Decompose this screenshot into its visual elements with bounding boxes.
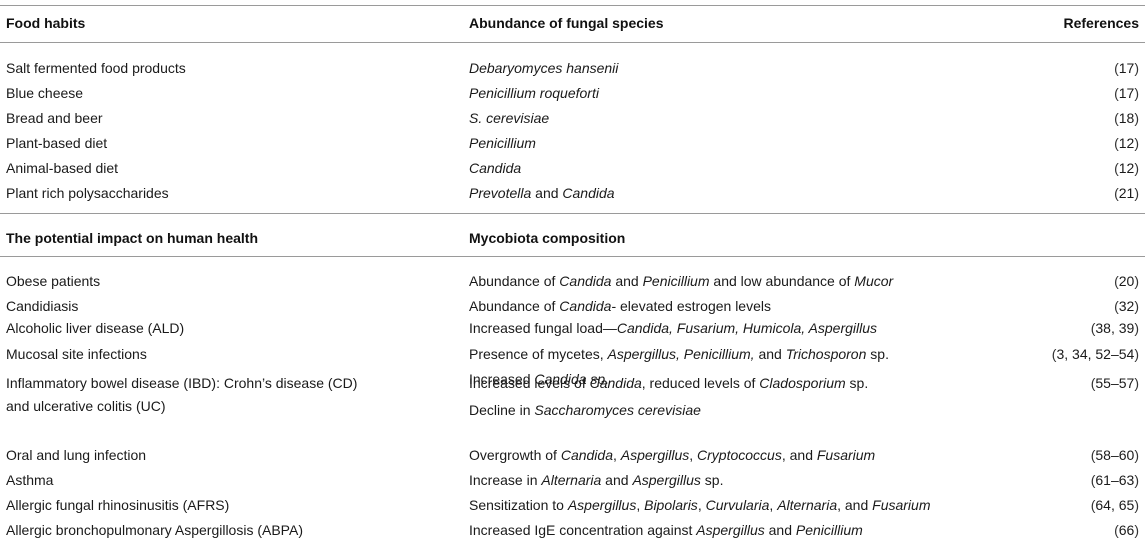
- table-row: Blue cheese Penicillium roqueforti (17): [0, 84, 1145, 109]
- table-row: Allergic bronchopulmonary Aspergillosis …: [0, 521, 1145, 546]
- fungal-species: S. cerevisiae: [469, 110, 550, 126]
- table-row: Alcoholic liver disease (ALD) Increased f…: [0, 319, 1145, 344]
- mycobiota-composition: Increased levels of Candida, reduced lev…: [469, 375, 869, 391]
- health-impact: Inflammatory bowel disease (IBD): Crohn’…: [6, 375, 358, 391]
- mycobiota-composition: Increased fungal load—Candida, Fusarium,…: [469, 320, 878, 336]
- table-row: Allergic fungal rhinosinusitis (AFRS) Sen…: [0, 496, 1145, 521]
- mycobiota-composition: Increased IgE concentration against Aspe…: [469, 522, 863, 538]
- fungal-species: Prevotella and Candida: [469, 185, 615, 201]
- table-row: Candidiasis Abundance of Candida- elevate…: [0, 297, 1145, 322]
- reference[interactable]: (55–57): [1090, 375, 1139, 391]
- food-habit: Blue cheese: [6, 85, 84, 101]
- reference[interactable]: (20): [1114, 273, 1139, 289]
- health-impact: Allergic bronchopulmonary Aspergillosis …: [6, 522, 303, 538]
- fungal-species: Candida: [469, 160, 522, 176]
- reference[interactable]: (64, 65): [1090, 497, 1139, 513]
- mycobiota-composition-cont: Increased Candida sp.: [469, 371, 610, 387]
- table-row: Bread and beer S. cerevisiae (18): [0, 109, 1145, 134]
- reference[interactable]: (3, 34, 52–54): [1051, 346, 1139, 362]
- reference[interactable]: (38, 39): [1090, 320, 1139, 336]
- mycobiota-composition: Abundance of Candida- elevated estrogen …: [469, 298, 771, 314]
- food-habit: Plant-based diet: [6, 135, 108, 151]
- header-health-impact: The potential impact on human health: [6, 230, 259, 246]
- reference[interactable]: (12): [1114, 135, 1139, 151]
- header-references: References: [1063, 15, 1140, 31]
- reference[interactable]: (17): [1114, 85, 1139, 101]
- reference[interactable]: (58–60): [1090, 447, 1139, 463]
- health-impact: Candidiasis: [6, 298, 79, 314]
- health-impact: Mucosal site infections: [6, 346, 147, 362]
- reference[interactable]: (18): [1114, 110, 1139, 126]
- table-row: Plant-based diet Penicillium (12): [0, 134, 1145, 159]
- mycobiota-composition: Increase in Alternaria and Aspergillus s…: [469, 472, 724, 488]
- health-impact: Oral and lung infection: [6, 447, 147, 463]
- table-row: Obese patients Abundance of Candida and P…: [0, 272, 1145, 297]
- table-row: Mucosal site infections Presence of mycet…: [0, 345, 1145, 387]
- mycobiota-composition: Sensitization to Aspergillus, Bipolaris,…: [469, 497, 931, 513]
- reference[interactable]: (32): [1114, 298, 1139, 314]
- mycobiota-composition: Presence of mycetes, Aspergillus, Penici…: [469, 346, 889, 362]
- fungal-species: Debaryomyces hansenii: [469, 60, 619, 76]
- table-row: Animal-based diet Candida (12): [0, 159, 1145, 184]
- header-abundance: Abundance of fungal species: [469, 15, 664, 31]
- table-row: Oral and lung infection Overgrowth of Can…: [0, 446, 1145, 471]
- reference[interactable]: (61–63): [1090, 472, 1139, 488]
- health-impact: Obese patients: [6, 273, 101, 289]
- table-row: Asthma Increase in Alternaria and Aspergi…: [0, 471, 1145, 496]
- mycobiota-composition: Abundance of Candida and Penicillium and…: [469, 273, 894, 289]
- reference[interactable]: (66): [1114, 522, 1139, 538]
- health-impact: Asthma: [6, 472, 54, 488]
- header-rule-1: [0, 42, 1145, 43]
- health-impact: Alcoholic liver disease (ALD): [6, 320, 185, 336]
- food-habit: Salt fermented food products: [6, 60, 186, 76]
- health-impact-cont: and ulcerative colitis (UC): [6, 398, 166, 414]
- mycobiota-composition: Overgrowth of Candida, Aspergillus, Cryp…: [469, 447, 876, 463]
- food-habit: Plant rich polysaccharides: [6, 185, 169, 201]
- fungal-species: Penicillium: [469, 135, 536, 151]
- section-rule: [0, 213, 1145, 214]
- reference[interactable]: (12): [1114, 160, 1139, 176]
- food-habit: Bread and beer: [6, 110, 103, 126]
- header-mycobiota: Mycobiota composition: [469, 230, 626, 246]
- mycobiota-composition-cont: Decline in Saccharomyces cerevisiae: [469, 402, 701, 418]
- reference[interactable]: (21): [1114, 185, 1139, 201]
- health-impact: Allergic fungal rhinosinusitis (AFRS): [6, 497, 230, 513]
- header-food-habits: Food habits: [6, 15, 86, 31]
- fungal-species: Penicillium roqueforti: [469, 85, 599, 101]
- header-rule-2: [0, 256, 1145, 257]
- table-row: Plant rich polysaccharides Prevotella an…: [0, 184, 1145, 209]
- table-row: Salt fermented food products Debaryomyce…: [0, 59, 1145, 84]
- food-habit: Animal-based diet: [6, 160, 119, 176]
- table-row: Inflammatory bowel disease (IBD): Crohn’…: [0, 374, 1145, 418]
- top-rule: [0, 5, 1145, 6]
- reference[interactable]: (17): [1114, 60, 1139, 76]
